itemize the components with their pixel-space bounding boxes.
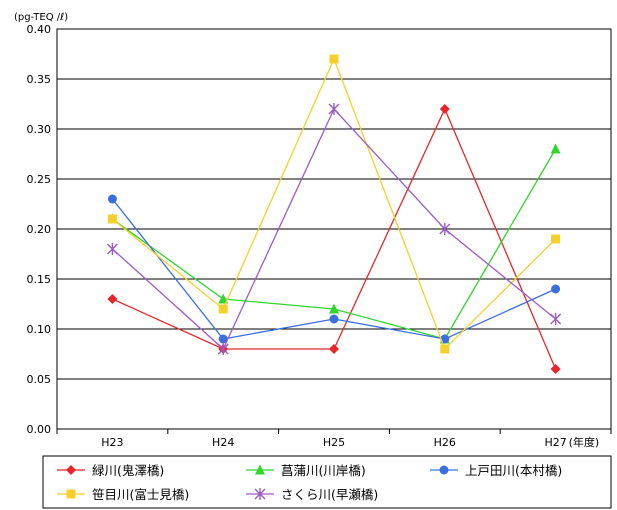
x-tick-label: H24 (212, 436, 234, 449)
x-axis-ticks: H23 H24 H25 H26 H27 (年度) (56, 429, 612, 449)
data-point (218, 293, 229, 304)
series-2 (107, 143, 561, 344)
data-point (329, 314, 339, 324)
legend-marker (66, 465, 76, 475)
x-unit-label: (年度) (569, 435, 600, 449)
x-tick-label: H23 (101, 436, 123, 449)
gridlines (57, 78, 611, 380)
y-tick-label: 0.15 (27, 273, 52, 286)
legend-item: 笹目川(富士見橋) (57, 487, 189, 502)
data-point (218, 334, 228, 344)
legend-item: 菖蒲川(川岸橋) (246, 463, 366, 478)
data-point (440, 334, 450, 344)
series-3 (107, 194, 561, 344)
data-point (218, 304, 228, 314)
data-point (550, 364, 561, 374)
data-point (329, 344, 339, 354)
legend-label: 笹目川(富士見橋) (92, 487, 189, 502)
data-point (107, 294, 118, 304)
y-tick-label: 0.40 (27, 23, 52, 36)
legend-label: 緑川(鬼澤橋) (92, 463, 164, 478)
y-axis-ticks: 0.00 0.05 0.10 0.15 0.20 0.25 0.30 0.35 0.40 (27, 23, 52, 436)
data-point (550, 143, 561, 154)
data-point (106, 243, 118, 255)
series-line (112, 107, 557, 370)
legend-marker (254, 488, 266, 500)
data-point (107, 194, 117, 204)
y-tick-label: 0.10 (27, 323, 52, 336)
data-point (440, 344, 450, 354)
data-point (551, 284, 561, 294)
x-tick-label: H27 (544, 436, 566, 449)
legend-label: 上戸田川(本村橋) (465, 463, 562, 478)
legend-box (42, 455, 612, 509)
legend-item: 緑川(鬼澤橋) (57, 463, 164, 478)
legend-label: さくら川(早瀬橋) (281, 487, 378, 502)
data-point (439, 223, 451, 235)
series-4 (107, 54, 561, 354)
y-tick-label: 0.05 (27, 373, 52, 386)
data-point (328, 103, 340, 115)
data-point (217, 343, 229, 355)
data-point (550, 313, 562, 325)
x-tick-label: H26 (434, 436, 456, 449)
legend: 緑川(鬼澤橋) 菖蒲川(川岸橋) 上戸田川(本村橋) 笹目川(富士見橋) さくら川(早瀬… (42, 455, 612, 509)
legend-label: 菖蒲川(川岸橋) (281, 463, 366, 478)
legend-item: さくら川(早瀬橋) (246, 487, 378, 502)
series-5 (106, 103, 562, 355)
legend-item: 上戸田川(本村橋) (430, 463, 562, 478)
legend-marker (255, 464, 265, 475)
data-point (329, 303, 339, 314)
data-point (439, 104, 450, 114)
y-tick-label: 0.35 (27, 73, 52, 86)
legend-marker (66, 489, 76, 499)
y-tick-label: 0.30 (27, 123, 52, 136)
y-tick-label: 0.20 (27, 223, 52, 236)
y-unit-label: (pg-TEQ /ℓ) (14, 12, 68, 23)
y-tick-label: 0.25 (27, 173, 52, 186)
data-point (107, 214, 117, 224)
legend-marker (439, 465, 449, 475)
series-lines (106, 54, 562, 374)
data-point (329, 54, 339, 64)
plot-area (56, 28, 612, 430)
data-point (551, 234, 561, 244)
y-tick-label: 0.00 (27, 423, 52, 436)
series-1 (107, 104, 561, 374)
x-tick-label: H25 (323, 436, 345, 449)
